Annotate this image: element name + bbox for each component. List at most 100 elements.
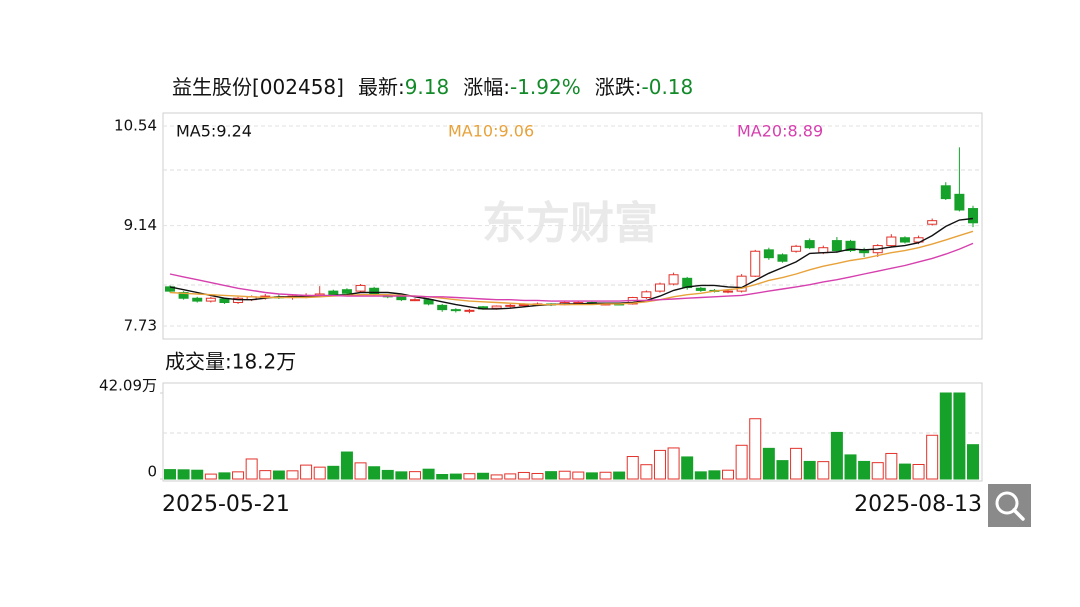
- volume-bar: [830, 431, 843, 480]
- volume-bar: [449, 473, 462, 480]
- volume-bar: [844, 454, 857, 480]
- volume-bar: [585, 472, 598, 480]
- volume-bar: [912, 463, 925, 480]
- candle-body: [205, 297, 216, 302]
- quote-value: -0.18: [642, 75, 694, 99]
- quote-label: 最新:: [358, 75, 405, 99]
- x-tick-label: 2025-05-21: [162, 492, 290, 517]
- candle-body: [845, 240, 856, 252]
- volume-bar: [653, 449, 666, 480]
- volume-bar: [817, 461, 830, 480]
- candle-body: [219, 298, 230, 304]
- search-bg[interactable]: [988, 484, 1031, 527]
- legend-entry: MA10:9.06: [448, 122, 534, 141]
- volume-bar: [313, 466, 326, 480]
- volume-bar: [790, 447, 803, 480]
- candle-body: [641, 291, 652, 299]
- volume-bar: [558, 470, 571, 480]
- volume-panel: [162, 382, 983, 482]
- search-button[interactable]: [988, 484, 1031, 527]
- candle-body: [927, 220, 938, 225]
- candle-body: [859, 250, 870, 254]
- candle-body: [791, 245, 802, 252]
- candle-body: [723, 290, 734, 293]
- volume-bar: [898, 463, 911, 480]
- volume-bar: [749, 418, 762, 480]
- candle-body: [695, 287, 706, 291]
- volume-bar: [381, 469, 394, 480]
- y-tick-label: 10.54: [114, 117, 157, 135]
- candle-body: [165, 286, 175, 292]
- candle-body: [518, 304, 529, 307]
- quote-value: 9.18: [405, 75, 450, 99]
- search-icon[interactable]: [1012, 508, 1025, 521]
- volume-bar: [858, 460, 871, 480]
- volume-bar: [164, 469, 176, 480]
- volume-bar: [191, 469, 204, 480]
- volume-bar: [395, 471, 408, 480]
- candle-body: [328, 290, 339, 296]
- volume-bar: [735, 444, 748, 480]
- volume-label: 成交量:18.2万: [165, 350, 296, 374]
- volume-bar: [286, 470, 299, 480]
- candle-body: [668, 274, 679, 285]
- quote-label: 涨跌:: [595, 75, 642, 99]
- candle-body: [355, 284, 366, 292]
- stock-name: 益生股份[002458]: [172, 75, 344, 99]
- volume-bar: [572, 471, 585, 480]
- y-tick-label: 0: [147, 463, 157, 481]
- candle-body: [437, 304, 448, 311]
- volume-bar: [681, 456, 694, 480]
- legend-entry: MA20:8.89: [737, 122, 823, 141]
- candle-body: [192, 297, 203, 302]
- volume-bar: [626, 456, 639, 480]
- volume-bar: [272, 470, 285, 480]
- volume-bar: [871, 462, 884, 480]
- x-tick-label: 2025-08-13: [854, 492, 982, 517]
- search-icon[interactable]: [995, 491, 1019, 515]
- volume-bar: [204, 473, 217, 480]
- volume-bar: [599, 471, 612, 480]
- candle-body: [464, 309, 475, 312]
- candle-body: [736, 275, 747, 292]
- candle-body: [491, 305, 502, 309]
- volume-bar: [694, 471, 707, 480]
- volume-bar: [232, 471, 245, 480]
- candle-body: [954, 193, 965, 211]
- volume-bar: [953, 392, 966, 480]
- volume-bar: [722, 469, 735, 480]
- volume-bar: [504, 473, 517, 480]
- candle-body: [369, 287, 380, 295]
- volume-bar: [926, 434, 939, 480]
- volume-bar: [667, 447, 680, 480]
- quote-value: -1.92%: [510, 75, 581, 99]
- candle-body: [968, 208, 978, 224]
- volume-bar: [613, 471, 626, 480]
- volume-bar: [408, 471, 421, 480]
- volume-bar: [939, 392, 952, 480]
- candle-body: [450, 309, 461, 312]
- candle-body: [178, 292, 189, 299]
- candle-body: [396, 296, 407, 301]
- volume-bar: [531, 472, 544, 480]
- volume-bar: [517, 471, 530, 480]
- volume-bar: [245, 458, 258, 480]
- candle-body: [831, 240, 842, 252]
- volume-bar: [463, 473, 476, 480]
- candle-body: [804, 240, 815, 249]
- candle-body: [940, 185, 951, 200]
- volume-bar: [885, 452, 898, 480]
- volume-bar: [340, 451, 353, 480]
- y-tick-label: 9.14: [124, 216, 157, 234]
- volume-bar: [708, 470, 721, 480]
- candle-body: [409, 299, 420, 302]
- volume-bar: [177, 469, 190, 480]
- volume-bar: [327, 465, 340, 480]
- candle-body: [763, 249, 774, 259]
- quote-label: 涨幅:: [463, 75, 510, 99]
- watermark: 东方财富: [482, 198, 658, 249]
- volume-bar: [368, 466, 381, 480]
- volume-bar: [422, 468, 435, 480]
- candle-body: [341, 289, 352, 294]
